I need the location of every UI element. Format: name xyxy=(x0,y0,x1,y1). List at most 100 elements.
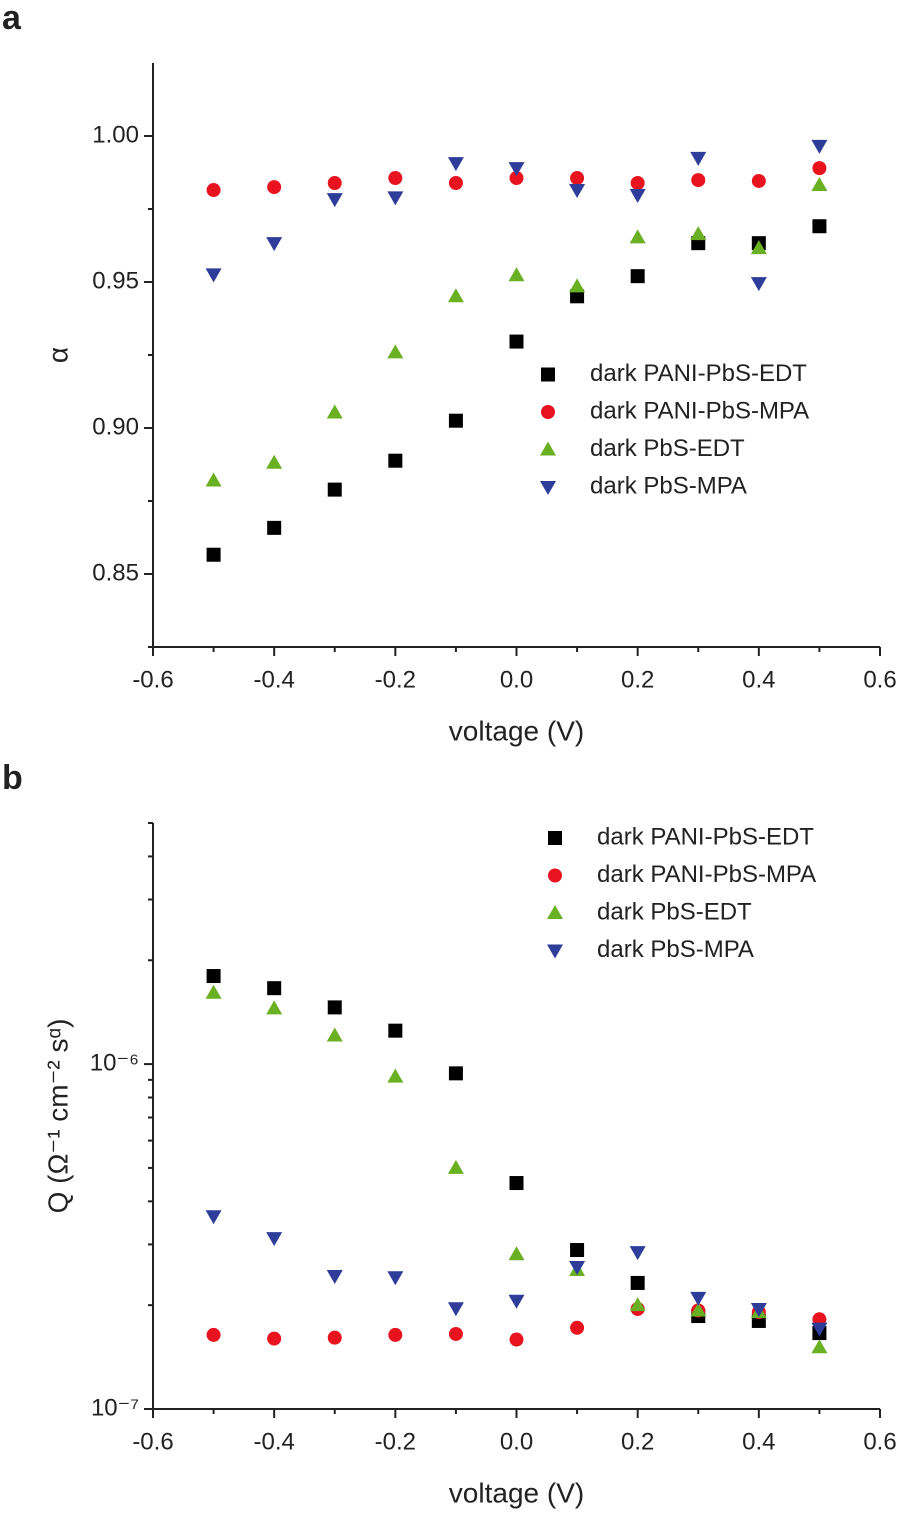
marker xyxy=(387,1068,404,1083)
marker xyxy=(811,177,828,192)
y-tick-label: 0.95 xyxy=(92,267,139,294)
marker xyxy=(630,269,645,284)
marker xyxy=(448,1066,463,1081)
marker xyxy=(812,161,827,176)
marker xyxy=(812,219,827,234)
legend-label: dark PANI-PbS-MPA xyxy=(597,861,816,888)
marker xyxy=(267,981,282,996)
marker xyxy=(266,1232,283,1247)
legend-label: dark PbS-EDT xyxy=(590,435,745,462)
marker xyxy=(206,1327,221,1342)
marker xyxy=(326,1027,343,1042)
panel-label: a xyxy=(2,0,22,37)
marker xyxy=(206,547,221,562)
x-tick-label: 0.2 xyxy=(621,666,654,693)
legend-label: dark PbS-MPA xyxy=(590,472,747,499)
marker xyxy=(447,1159,464,1174)
marker xyxy=(570,1320,585,1335)
x-tick-label: 0.6 xyxy=(863,666,896,693)
marker xyxy=(206,183,221,198)
marker xyxy=(448,1326,463,1341)
marker xyxy=(327,176,342,191)
marker xyxy=(387,1271,404,1286)
x-tick-label: 0.0 xyxy=(500,666,533,693)
legend-marker xyxy=(547,905,563,919)
marker xyxy=(508,1246,525,1261)
legend-marker xyxy=(541,367,555,382)
marker xyxy=(629,188,646,203)
marker xyxy=(388,171,403,186)
marker xyxy=(750,1302,767,1317)
marker xyxy=(509,1176,524,1191)
x-tick-label: -0.2 xyxy=(375,1428,416,1455)
marker xyxy=(570,171,585,186)
marker xyxy=(750,240,767,255)
marker xyxy=(326,404,343,419)
marker xyxy=(205,1210,222,1225)
marker xyxy=(570,1243,585,1258)
legend-label: dark PbS-EDT xyxy=(597,898,752,925)
marker xyxy=(205,984,222,999)
marker xyxy=(569,1261,586,1276)
x-tick-label: 0.0 xyxy=(500,1428,533,1455)
legend-marker xyxy=(548,868,562,883)
marker xyxy=(267,1331,282,1346)
y-tick-label: 0.85 xyxy=(92,559,139,586)
marker xyxy=(387,191,404,206)
x-tick-label: -0.6 xyxy=(132,1428,173,1455)
marker xyxy=(569,278,586,293)
marker xyxy=(629,1297,646,1312)
marker xyxy=(629,1246,646,1261)
marker xyxy=(267,180,282,195)
marker xyxy=(388,1023,403,1038)
marker xyxy=(388,1327,403,1342)
marker xyxy=(811,139,828,154)
y-tick-label: 10⁻⁷ xyxy=(91,1394,139,1421)
y-axis-label: α xyxy=(42,347,73,363)
x-axis-label: voltage (V) xyxy=(449,1477,584,1508)
marker xyxy=(629,229,646,244)
marker xyxy=(267,520,282,535)
x-tick-label: -0.4 xyxy=(253,666,294,693)
marker xyxy=(206,969,221,984)
marker xyxy=(630,176,645,191)
x-tick-label: 0.4 xyxy=(742,1428,775,1455)
marker xyxy=(266,1000,283,1015)
marker xyxy=(509,334,524,349)
marker xyxy=(508,162,525,177)
marker xyxy=(751,173,766,188)
legend-label: dark PANI-PbS-EDT xyxy=(597,823,814,850)
marker xyxy=(509,171,524,186)
x-tick-label: -0.2 xyxy=(375,666,416,693)
marker xyxy=(690,151,707,166)
legend-marker xyxy=(548,831,562,845)
marker xyxy=(387,344,404,359)
x-tick-label: -0.4 xyxy=(253,1428,294,1455)
legend-label: dark PANI-PbS-MPA xyxy=(590,397,809,424)
marker xyxy=(447,157,464,172)
marker xyxy=(326,1269,343,1284)
marker xyxy=(569,184,586,199)
marker xyxy=(509,1332,524,1347)
legend-label: dark PANI-PbS-EDT xyxy=(590,360,807,387)
marker xyxy=(570,289,585,304)
marker xyxy=(447,288,464,303)
marker xyxy=(327,1000,342,1015)
legend-label: dark PbS-MPA xyxy=(597,936,754,963)
marker xyxy=(811,1322,828,1337)
y-tick-label: 1.00 xyxy=(92,121,139,148)
marker xyxy=(690,1302,707,1317)
legend-marker xyxy=(541,405,555,419)
marker xyxy=(691,173,706,188)
x-tick-label: 0.2 xyxy=(621,1428,654,1455)
marker xyxy=(448,176,463,191)
x-tick-label: 0.4 xyxy=(742,666,775,693)
y-axis-label: Q (Ω⁻¹ cm⁻² sᵅ) xyxy=(42,1019,73,1214)
marker xyxy=(327,482,342,497)
x-axis-label: voltage (V) xyxy=(449,715,584,746)
marker xyxy=(266,237,283,252)
marker xyxy=(447,1302,464,1317)
marker xyxy=(690,226,707,241)
marker xyxy=(327,1330,342,1345)
